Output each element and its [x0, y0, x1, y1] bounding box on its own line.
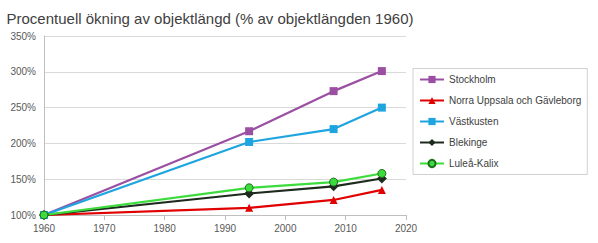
- svg-text:1980: 1980: [154, 223, 177, 234]
- svg-text:1960: 1960: [33, 223, 56, 234]
- svg-text:2020: 2020: [395, 223, 418, 234]
- svg-text:250%: 250%: [10, 102, 36, 113]
- svg-text:100%: 100%: [10, 210, 36, 221]
- svg-text:Västkusten: Västkusten: [449, 116, 498, 127]
- svg-text:350%: 350%: [10, 31, 36, 42]
- svg-text:1970: 1970: [93, 223, 116, 234]
- svg-text:1990: 1990: [214, 223, 237, 234]
- svg-text:Luleå-Kalix: Luleå-Kalix: [449, 158, 498, 169]
- svg-text:300%: 300%: [10, 66, 36, 77]
- svg-text:Norra Uppsala och Gävleborg: Norra Uppsala och Gävleborg: [449, 95, 581, 106]
- svg-text:2000: 2000: [274, 223, 297, 234]
- svg-text:2010: 2010: [335, 223, 358, 234]
- svg-text:200%: 200%: [10, 138, 36, 149]
- svg-text:Stockholm: Stockholm: [449, 74, 496, 85]
- svg-text:150%: 150%: [10, 174, 36, 185]
- svg-text:Blekinge: Blekinge: [449, 137, 488, 148]
- svg-text:Procentuell ökning av objektlä: Procentuell ökning av objektlängd (% av …: [7, 10, 414, 27]
